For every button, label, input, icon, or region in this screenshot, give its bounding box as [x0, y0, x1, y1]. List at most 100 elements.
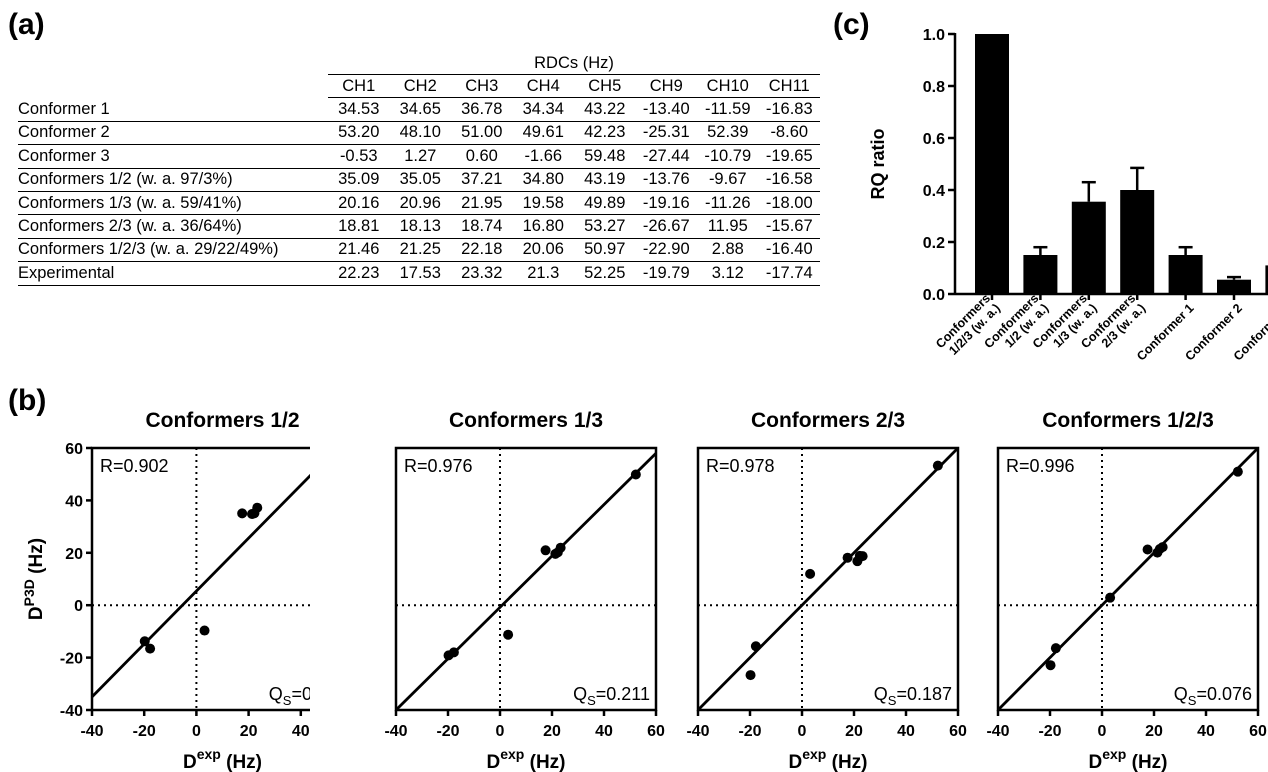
panel-label-b: (b) — [8, 384, 47, 417]
x-tick-label: -20 — [133, 723, 156, 740]
x-axis-label: Dexp (Hz) — [486, 746, 565, 772]
table-cell: 3.12 — [697, 261, 759, 286]
table-cell: 34.65 — [389, 97, 451, 122]
r-value-label: R=0.902 — [100, 456, 169, 476]
table-cell: 52.39 — [697, 121, 759, 146]
table-cell: 19.58 — [512, 191, 574, 216]
scatter-title: Conformers 1/3 — [449, 409, 603, 432]
x-axis-label: Dexp (Hz) — [788, 746, 867, 772]
data-point — [750, 641, 761, 652]
table-row: Experimental 22.23 17.53 23.32 21.3 52.25 -19.… — [18, 261, 820, 286]
scatter-plot-conformers-2-3: Conformers 2/3 -40 -20 0 20 40 60 Dexp (Hz) R=0.… — [686, 409, 967, 772]
table-cell: 43.19 — [574, 168, 636, 192]
y-axis-label: RQ ratio — [868, 128, 888, 199]
column-header-ch4: CH4 — [512, 74, 574, 99]
table-cell: 22.23 — [328, 261, 390, 286]
table-cell: 35.09 — [328, 168, 390, 192]
x-tick-label: 60 — [949, 723, 967, 740]
x-tick-label: 0 — [798, 723, 807, 740]
row-label: Conformers 1/2 (w. a. 97/3%) — [18, 168, 328, 192]
table-cell: 59.48 — [574, 144, 636, 169]
table-cell: 42.23 — [574, 121, 636, 146]
bar — [1023, 255, 1058, 294]
table-row: Conformers 1/2 (w. a. 97/3%) 35.09 35.05 37… — [18, 168, 820, 192]
data-point — [745, 670, 756, 681]
row-label: Conformer 2 — [18, 121, 328, 146]
table-cell: 18.81 — [328, 214, 390, 239]
table-cell: -11.26 — [697, 191, 759, 216]
table-cell: -0.53 — [328, 144, 390, 169]
table-cell: 21.25 — [389, 238, 451, 263]
y-tick-label: 0.2 — [923, 235, 945, 252]
table-cell: -11.59 — [697, 97, 759, 122]
data-point — [1152, 547, 1163, 558]
bar — [1217, 279, 1251, 294]
scatter-plot-conformers-1-2-3: Conformers 1/2/3 -40 -20 0 20 40 60 Dexp (Hz) R=… — [986, 409, 1267, 772]
table-cell: 35.05 — [389, 168, 451, 192]
scatter-plot-conformers-1-2: Conformers 1/2-40-200204060-40-200204060… — [21, 409, 310, 772]
table-row: Conformer 3 -0.53 1.27 0.60 -1.66 59.48 -27.44… — [18, 144, 820, 169]
data-point — [630, 469, 641, 480]
fit-line — [396, 452, 656, 710]
panel-label-c: (c) — [833, 8, 870, 41]
table-cell: 52.25 — [574, 261, 636, 286]
table-cell: 11.95 — [697, 214, 759, 239]
fit-line — [998, 448, 1258, 710]
r-value-label: R=0.978 — [706, 456, 775, 476]
rq-ratio-bar-chart: 0.00.20.40.60.81.0RQ ratioConformers1/2/… — [868, 27, 1268, 364]
scatter-title: Conformers 2/3 — [751, 409, 905, 432]
table-cell: -19.16 — [635, 191, 697, 216]
table-cell: 34.34 — [512, 97, 574, 122]
y-tick-label: 0.8 — [923, 79, 945, 96]
x-tick-label: 40 — [897, 723, 915, 740]
table-cell: 20.06 — [512, 238, 574, 263]
x-tick-label: -20 — [738, 723, 761, 740]
table-cell: 20.16 — [328, 191, 390, 216]
data-point — [852, 556, 863, 567]
column-header-ch1: CH1 — [328, 74, 390, 99]
table-cell: -13.40 — [635, 97, 697, 122]
data-point — [199, 625, 210, 636]
data-point — [1232, 466, 1243, 477]
table-cell: -13.76 — [635, 168, 697, 192]
row-label: Conformers 1/2/3 (w. a. 29/22/49%) — [18, 238, 328, 263]
bar — [1265, 265, 1268, 294]
y-axis-label: DP3D (Hz) — [21, 538, 47, 620]
scatter-title: Conformers 1/2 — [145, 409, 299, 432]
table-cell: 37.21 — [451, 168, 513, 192]
x-tick-label: 20 — [543, 723, 561, 740]
table-cell: 21.3 — [512, 261, 574, 286]
rdc-table: RDCs (Hz) CH1 CH2 CH3 CH4 CH5 CH9 CH10 CH11 Con… — [18, 52, 820, 286]
table-row: Conformers 2/3 (w. a. 36/64%) 18.81 18.13 1… — [18, 214, 820, 239]
x-tick-label: 0 — [192, 723, 201, 740]
row-label: Experimental — [18, 261, 328, 286]
table-cell: 23.32 — [451, 261, 513, 286]
table-cell: -9.67 — [697, 168, 759, 192]
data-point — [1045, 660, 1056, 671]
x-tick-label: 40 — [595, 723, 613, 740]
y-tick-label: -20 — [60, 651, 83, 668]
table-cell: 16.80 — [512, 214, 574, 239]
scatter-title: Conformers 1/2/3 — [1042, 409, 1214, 432]
x-tick-label: 40 — [1197, 723, 1215, 740]
table-row: Conformers 1/2/3 (w. a. 29/22/49%) 21.46 2… — [18, 238, 820, 263]
table-cell: 22.18 — [451, 238, 513, 263]
row-label: Conformers 1/3 (w. a. 59/41%) — [18, 191, 328, 216]
table-cell: -15.67 — [758, 214, 820, 239]
bar — [1168, 255, 1203, 294]
rdc-table-wrap: RDCs (Hz) CH1 CH2 CH3 CH4 CH5 CH9 CH10 CH11 Con… — [18, 52, 820, 286]
table-cell: 21.46 — [328, 238, 390, 263]
panel-label-a: (a) — [8, 8, 45, 41]
row-label: Conformer 1 — [18, 97, 328, 122]
table-title: RDCs (Hz) — [328, 52, 820, 76]
table-cell: 49.61 — [512, 121, 574, 146]
table-cell: -19.65 — [758, 144, 820, 169]
table-cell: 18.74 — [451, 214, 513, 239]
x-tick-label: -40 — [986, 723, 1009, 740]
plot-frame — [90, 446, 310, 712]
x-tick-label: 40 — [292, 723, 310, 740]
y-tick-label: 0.6 — [923, 131, 945, 148]
x-tick-label: 0 — [496, 723, 505, 740]
r-value-label: R=0.996 — [1006, 456, 1075, 476]
table-cell: -10.79 — [697, 144, 759, 169]
